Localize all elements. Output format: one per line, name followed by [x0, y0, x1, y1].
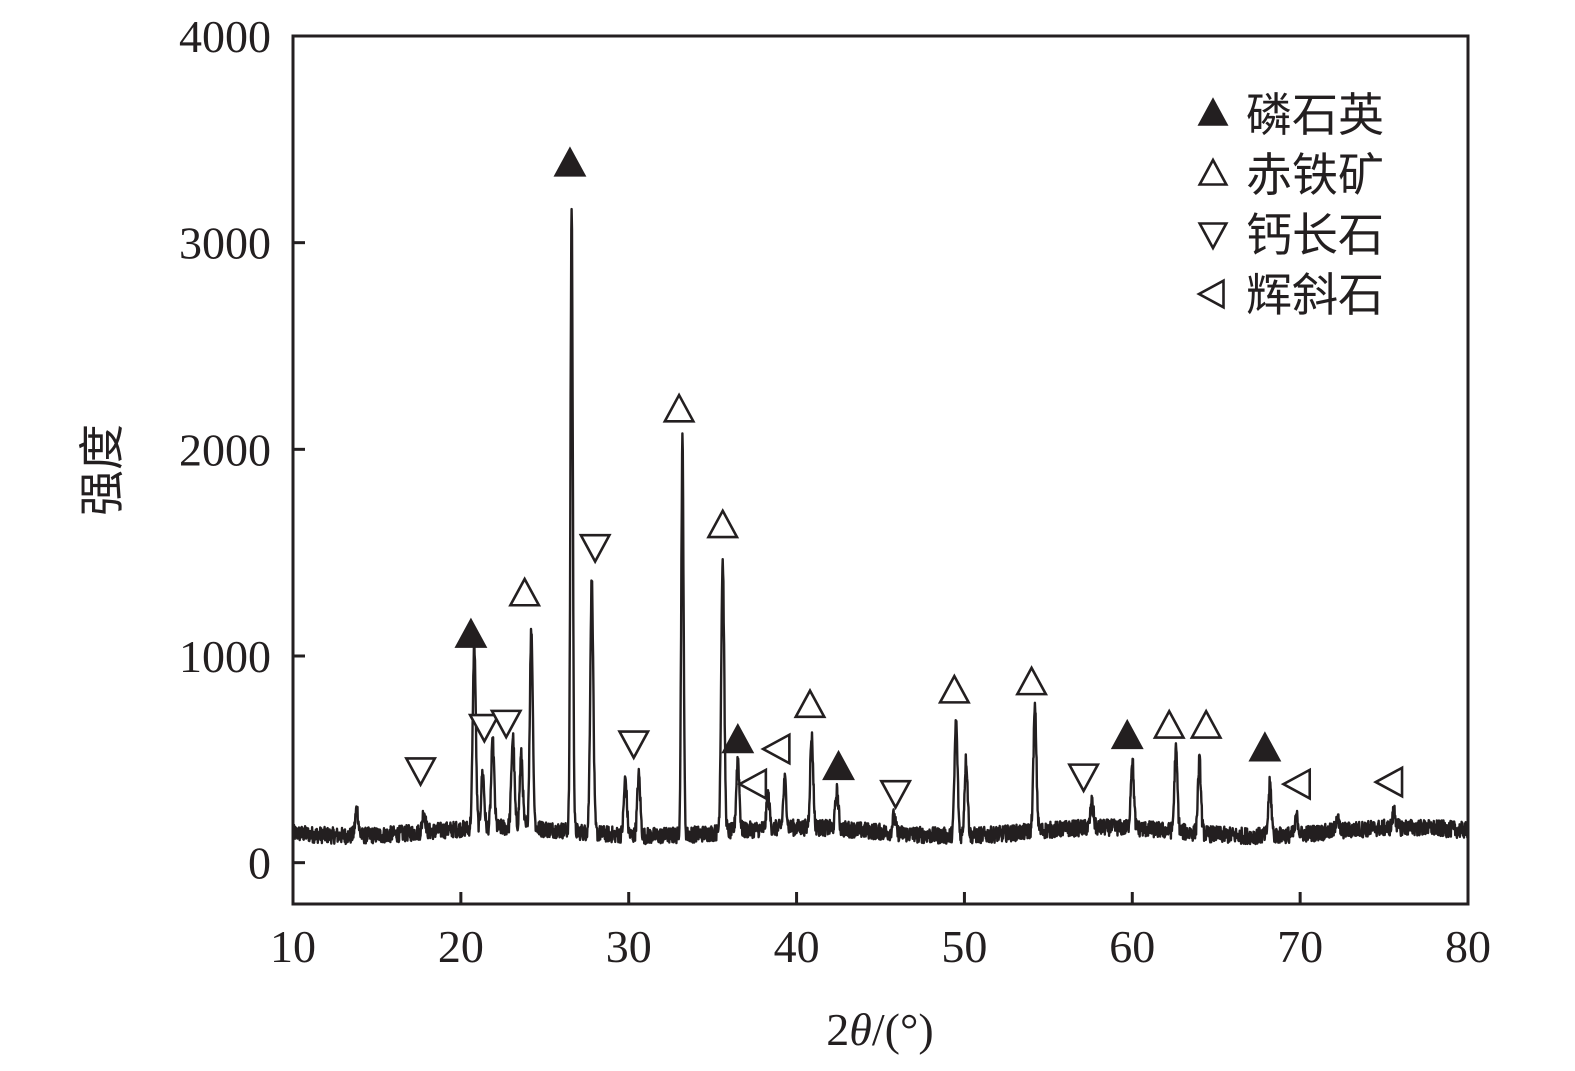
marker-triangle-down-open-1 — [467, 713, 501, 744]
marker-triangle-down-open-3 — [578, 533, 612, 565]
y-tick-label-0: 0 — [248, 838, 271, 889]
marker-triangle-up-open-7 — [1189, 708, 1223, 739]
marker-triangle-up-filled-1 — [553, 146, 587, 177]
legend-label-anorthite: 钙长石 — [1246, 208, 1384, 262]
x-tick-label-20: 20 — [438, 921, 484, 972]
marker-triangle-up-open-6 — [1152, 708, 1186, 739]
legend: 磷石英 赤铁矿 钙长石 辉斜石 — [1196, 88, 1384, 322]
legend-symbol-pyroxene — [1196, 278, 1225, 310]
phase-markers — [404, 146, 1404, 811]
marker-triangle-up-filled-4 — [1110, 718, 1144, 750]
marker-triangle-up-open-4 — [937, 673, 971, 704]
tick-labels: 10 20 30 40 50 60 70 80 0 1000 2000 3000 4000 — [179, 11, 1491, 972]
marker-triangle-up-filled-5 — [1248, 731, 1282, 762]
x-axis-title: 2θ/(°) — [826, 1004, 933, 1055]
legend-symbol-tridymite — [1197, 97, 1229, 126]
x-tick-label-10: 10 — [270, 921, 316, 972]
marker-triangle-up-open-1 — [662, 392, 696, 423]
y-axis-title: 强度 — [77, 424, 128, 516]
y-tick-label-4000: 4000 — [179, 11, 271, 62]
marker-triangle-down-open-6 — [1067, 763, 1101, 794]
y-tick-label-2000: 2000 — [179, 424, 271, 475]
x-tick-label-40: 40 — [774, 921, 820, 972]
marker-triangle-left-open-3 — [1373, 765, 1404, 799]
x-tick-label-50: 50 — [941, 921, 987, 972]
x-tick-label-60: 60 — [1109, 921, 1155, 972]
marker-triangle-up-filled-0 — [454, 617, 488, 648]
plot-frame — [291, 34, 1470, 906]
legend-label-pyroxene: 辉斜石 — [1246, 268, 1384, 322]
legend-label-tridymite: 磷石英 — [1246, 88, 1384, 142]
marker-triangle-left-open-1 — [760, 732, 791, 766]
axis-ticks — [291, 34, 1470, 904]
marker-triangle-left-open-0 — [736, 767, 768, 801]
x-tick-label-70: 70 — [1277, 921, 1323, 972]
legend-label-hematite: 赤铁矿 — [1246, 148, 1384, 202]
marker-triangle-up-filled-2 — [721, 723, 755, 754]
marker-triangle-left-open-2 — [1280, 767, 1312, 801]
marker-triangle-down-open-5 — [879, 779, 913, 811]
marker-triangle-up-open-2 — [706, 508, 740, 539]
diffraction-pattern-line — [291, 207, 1470, 846]
y-tick-label-3000: 3000 — [179, 218, 271, 269]
marker-triangle-down-open-4 — [617, 730, 651, 761]
legend-symbol-anorthite — [1197, 222, 1229, 251]
legend-symbol-hematite — [1197, 157, 1229, 186]
marker-triangle-down-open-2 — [489, 709, 523, 740]
marker-triangle-up-open-3 — [793, 687, 827, 719]
x-tick-label-80: 80 — [1445, 921, 1491, 972]
x-tick-label-30: 30 — [606, 921, 652, 972]
marker-triangle-up-open-0 — [508, 576, 542, 607]
marker-triangle-up-filled-3 — [822, 749, 855, 781]
marker-triangle-up-open-5 — [1015, 665, 1049, 696]
y-tick-label-1000: 1000 — [179, 631, 271, 682]
marker-triangle-down-open-0 — [404, 757, 438, 788]
